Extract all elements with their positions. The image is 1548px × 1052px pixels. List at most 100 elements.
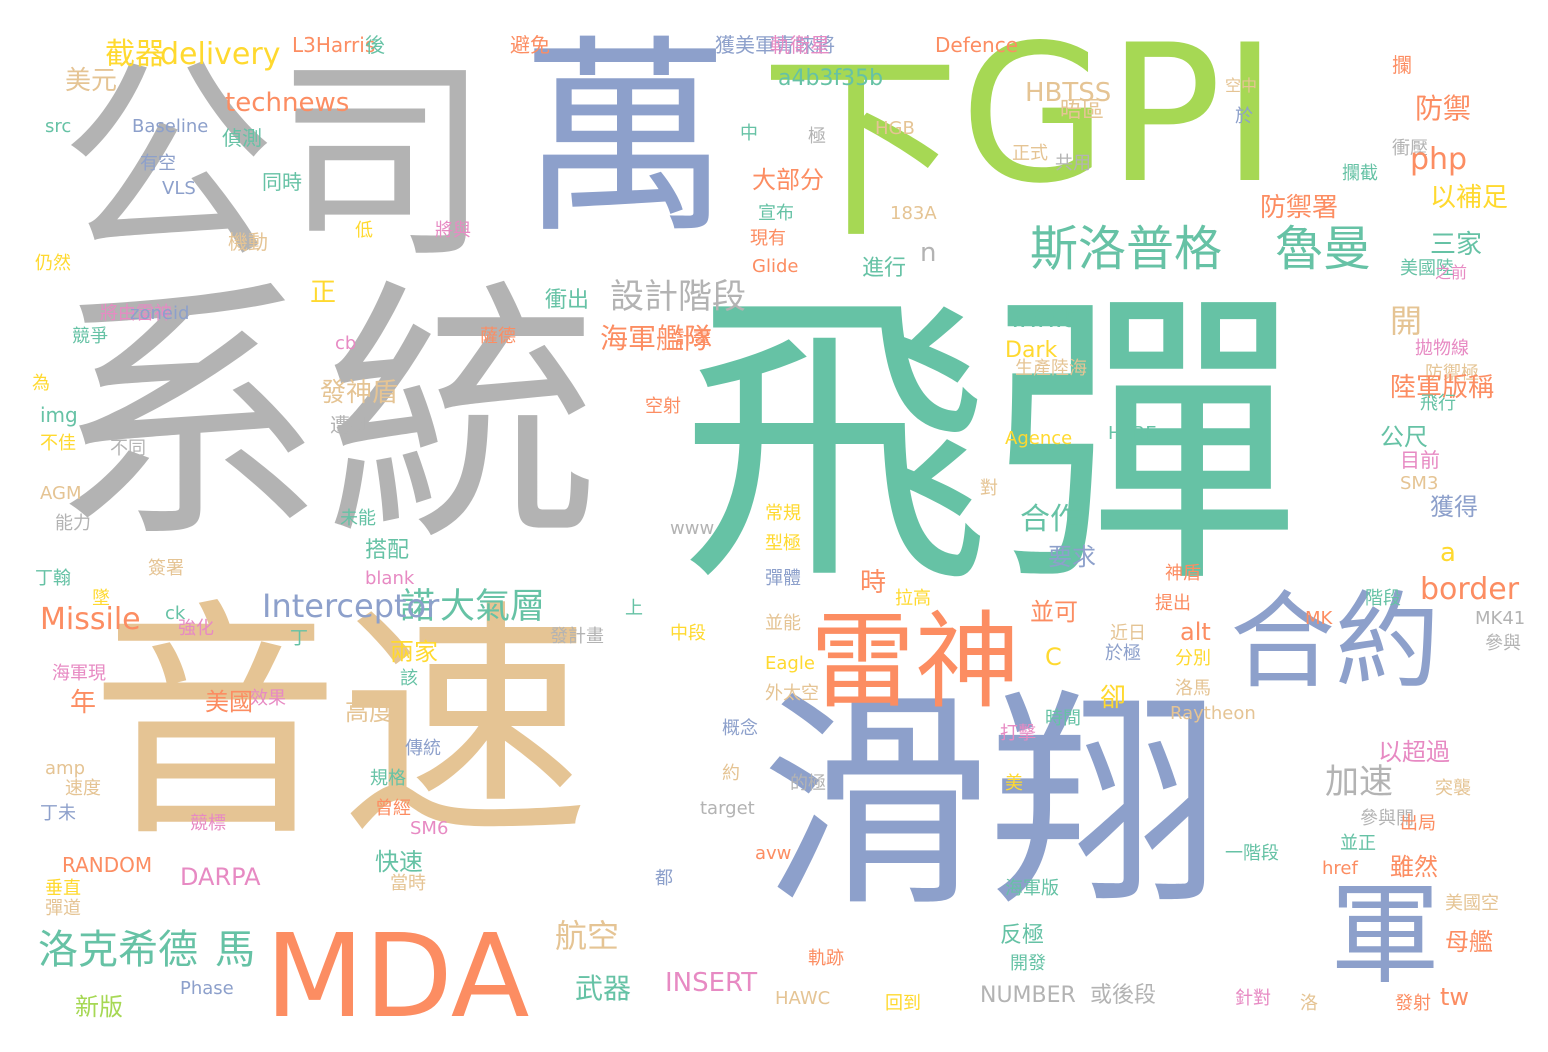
- cloud-word-85: 發神盾: [320, 378, 399, 408]
- cloud-word-1: 系統: [50, 257, 600, 577]
- cloud-word-114: 墜: [92, 588, 110, 609]
- cloud-word-90: 公尺: [1380, 423, 1428, 451]
- cloud-word-a: a: [1440, 538, 1456, 568]
- cloud-word-insert: INSERT: [665, 968, 758, 998]
- cloud-word-137: 效果: [250, 688, 286, 709]
- cloud-word-baseline: Baseline: [132, 116, 209, 137]
- cloud-word-102: 獲得: [1430, 493, 1478, 521]
- cloud-word-111: 神盾: [1165, 563, 1201, 584]
- cloud-word-83: 陸軍版稱: [1390, 373, 1495, 403]
- cloud-word-81: 防禦極: [1425, 363, 1479, 384]
- cloud-word-hawc: HAWC: [775, 988, 831, 1009]
- cloud-word-7: 滑翔: [760, 671, 1221, 938]
- cloud-word-tw: tw: [1440, 983, 1470, 1011]
- cloud-word-75: 競爭: [72, 326, 108, 347]
- cloud-word-176: 都: [655, 868, 673, 889]
- cloud-word-87: 遭到: [330, 413, 370, 437]
- cloud-word-149: 以超過: [1378, 738, 1450, 766]
- cloud-word-51: 大部分: [752, 166, 824, 194]
- cloud-word-47: 衝壓: [1392, 138, 1428, 159]
- cloud-word-number: NUMBER: [980, 983, 1076, 1008]
- cloud-word-33: 晤區: [1060, 98, 1105, 123]
- cloud-word-160: 美: [1005, 773, 1023, 794]
- cloud-word-99: 未能: [340, 508, 376, 529]
- cloud-word-168: 並正: [1340, 833, 1376, 854]
- cloud-word-196: 發射: [1395, 993, 1431, 1014]
- cloud-word-avw: avw: [755, 843, 792, 864]
- cloud-word-44: 於: [1235, 106, 1253, 127]
- cloud-word-61: 美國陸: [1400, 258, 1454, 279]
- cloud-word-vls: VLS: [162, 178, 196, 199]
- cloud-word-185: 開發: [1010, 953, 1046, 974]
- cloud-word-darpa: DARPA: [180, 863, 261, 891]
- cloud-word-mk: MK: [1305, 608, 1333, 629]
- cloud-word-191: 或後段: [1090, 983, 1157, 1008]
- cloud-word-73: 計畫: [675, 328, 711, 349]
- cloud-word-136: 該: [400, 668, 418, 689]
- cloud-word-www: www: [670, 518, 715, 539]
- cloud-word-img: img: [40, 403, 78, 427]
- cloud-word-180: 美國空: [1445, 893, 1499, 914]
- cloud-word-19: 航空: [555, 917, 620, 955]
- cloud-word-158: 速度: [65, 778, 101, 799]
- cloud-word-href: href: [1322, 858, 1358, 879]
- cloud-word-66: 進行: [862, 256, 907, 281]
- cloud-word-172: 快速: [375, 848, 423, 876]
- cloud-word-183: 母艦: [1445, 928, 1493, 956]
- cloud-word-143: 卻: [1100, 683, 1127, 713]
- cloud-word-84: 飛行: [1420, 393, 1456, 414]
- cloud-word-blank: blank: [365, 568, 415, 589]
- cloud-word-12: 斯洛普格: [1030, 221, 1223, 277]
- cloud-word-hbtss: HBTSS: [1025, 78, 1112, 108]
- cloud-word-74: 開: [1390, 302, 1423, 340]
- cloud-word-178: 垂直: [45, 878, 81, 899]
- cloud-word-72: 海軍艦隊: [600, 322, 713, 355]
- cloud-word-171: 雖然: [1390, 853, 1438, 881]
- cloud-word-defence: Defence: [935, 33, 1019, 57]
- cloud-word-interceptor: Interceptor: [262, 587, 440, 625]
- cloud-word-130: 兩家: [390, 638, 438, 666]
- cloud-word-195: 針對: [1235, 988, 1271, 1009]
- cloud-word-134: 參與: [1485, 633, 1521, 654]
- cloud-word-58: 現有: [750, 228, 786, 249]
- cloud-word-147: 外太空: [765, 683, 819, 704]
- cloud-word-41: 中: [740, 123, 758, 144]
- cloud-word-68: 正: [310, 278, 337, 308]
- cloud-word-29: 美元: [65, 66, 118, 96]
- cloud-word-l3harris: L3Harris: [292, 33, 376, 57]
- cloud-word-108: 丁翰: [35, 568, 71, 589]
- cloud-word-37: 偵測: [222, 126, 262, 150]
- cloud-word-162: 丁未: [40, 803, 76, 824]
- cloud-word-60: 三家: [1430, 230, 1483, 260]
- cloud-word-82: 為: [32, 373, 50, 394]
- cloud-word-152: 概念: [722, 718, 758, 739]
- cloud-word-88: 空射: [645, 396, 681, 417]
- cloud-word-198: 衝出: [545, 288, 590, 313]
- cloud-word-c: C: [1045, 643, 1062, 671]
- cloud-word-hgb: HGB: [875, 118, 915, 139]
- cloud-word-67: 設計階段: [610, 277, 746, 317]
- cloud-word-26: 攔: [1392, 53, 1412, 77]
- cloud-word-140: 分別: [1175, 648, 1211, 669]
- cloud-word-80: 拋物線: [1415, 338, 1469, 359]
- cloud-word-6: 音速: [90, 579, 590, 870]
- cloud-word-php: php: [1410, 142, 1468, 177]
- cloud-word-42: 極: [808, 126, 826, 147]
- cloud-word-186: 武器: [575, 972, 632, 1005]
- cloud-word-cb: cb: [335, 333, 357, 354]
- cloud-word-92: 不同: [110, 438, 146, 459]
- cloud-word-124: 強化: [178, 618, 214, 639]
- cloud-word-34: 空中: [1225, 76, 1258, 95]
- cloud-word-159: 規格: [370, 768, 406, 789]
- cloud-word-193: 回到: [885, 993, 921, 1014]
- cloud-word-0: 飛彈: [680, 264, 1300, 625]
- cloud-word-technews: technews: [225, 88, 350, 118]
- cloud-word-98: 能力: [55, 513, 91, 534]
- cloud-word-170: 一階段: [1225, 843, 1279, 864]
- cloud-word-missile: Missile: [40, 602, 141, 637]
- cloud-word-117: 提出: [1155, 593, 1191, 614]
- cloud-word-112: 彈體: [765, 568, 801, 589]
- cloud-word-src: src: [45, 116, 72, 137]
- cloud-word-17: 大氣層: [440, 587, 546, 627]
